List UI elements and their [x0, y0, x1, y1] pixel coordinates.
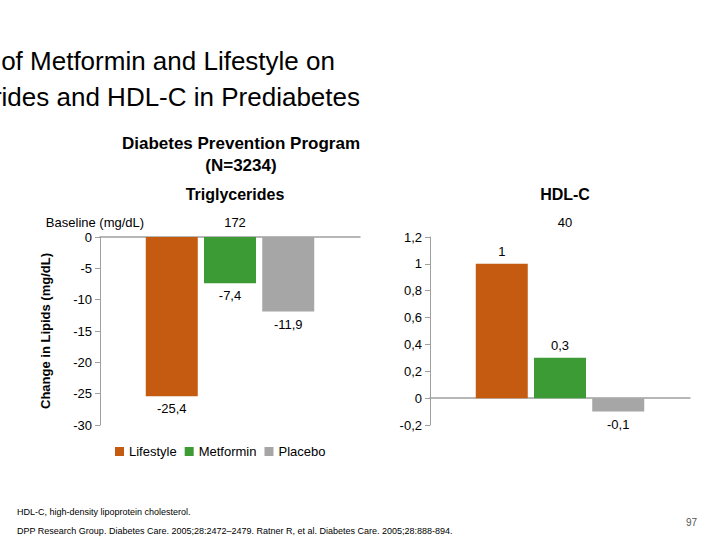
- svg-text:1: 1: [498, 244, 505, 259]
- svg-text:-7,4: -7,4: [219, 288, 241, 303]
- svg-text:(N=3234): (N=3234): [205, 156, 276, 175]
- svg-text:-30: -30: [73, 418, 92, 433]
- svg-text:172: 172: [224, 215, 246, 230]
- svg-text:1,2: 1,2: [404, 230, 422, 245]
- svg-text:0: 0: [85, 230, 92, 245]
- svg-text:-0,1: -0,1: [607, 417, 629, 432]
- svg-text:97: 97: [686, 517, 698, 528]
- svg-text:Triglycerides and HDL-C in Pre: Triglycerides and HDL-C in Prediabetes: [0, 82, 360, 112]
- svg-text:-0,2: -0,2: [400, 418, 422, 433]
- svg-text:DPP Research Group. Diabetes C: DPP Research Group. Diabetes Care. 2005;…: [17, 526, 453, 536]
- svg-text:Lifestyle: Lifestyle: [129, 444, 177, 459]
- svg-text:-20: -20: [73, 355, 92, 370]
- svg-text:40: 40: [558, 215, 572, 230]
- svg-text:Metformin: Metformin: [199, 444, 257, 459]
- svg-text:0,3: 0,3: [551, 338, 569, 353]
- svg-text:-15: -15: [73, 324, 92, 339]
- svg-text:0,4: 0,4: [404, 337, 422, 352]
- svg-text:-11,9: -11,9: [274, 317, 303, 332]
- svg-text:Triglycerides: Triglycerides: [186, 186, 285, 203]
- svg-text:1: 1: [415, 256, 422, 271]
- svg-text:Baseline (mg/dL): Baseline (mg/dL): [46, 215, 144, 230]
- svg-text:Change in Lipids (mg/dL): Change in Lipids (mg/dL): [38, 253, 53, 409]
- svg-text:-25,4: -25,4: [157, 401, 187, 416]
- svg-text:0,6: 0,6: [404, 310, 422, 325]
- svg-text:Placebo: Placebo: [278, 444, 325, 459]
- svg-text:0: 0: [415, 391, 422, 406]
- svg-text:HDL-C: HDL-C: [540, 186, 590, 203]
- svg-text:-5: -5: [80, 261, 92, 276]
- svg-text:0,8: 0,8: [404, 283, 422, 298]
- svg-text:0,2: 0,2: [404, 364, 422, 379]
- svg-text:-10: -10: [73, 292, 92, 307]
- svg-text:Effect of Metformin and Lifest: Effect of Metformin and Lifestyle on: [0, 46, 335, 76]
- svg-text:-25: -25: [73, 386, 92, 401]
- svg-text:Diabetes Prevention Program: Diabetes Prevention Program: [122, 134, 360, 153]
- svg-text:HDL-C, high-density lipoprotei: HDL-C, high-density lipoprotein choleste…: [17, 507, 191, 517]
